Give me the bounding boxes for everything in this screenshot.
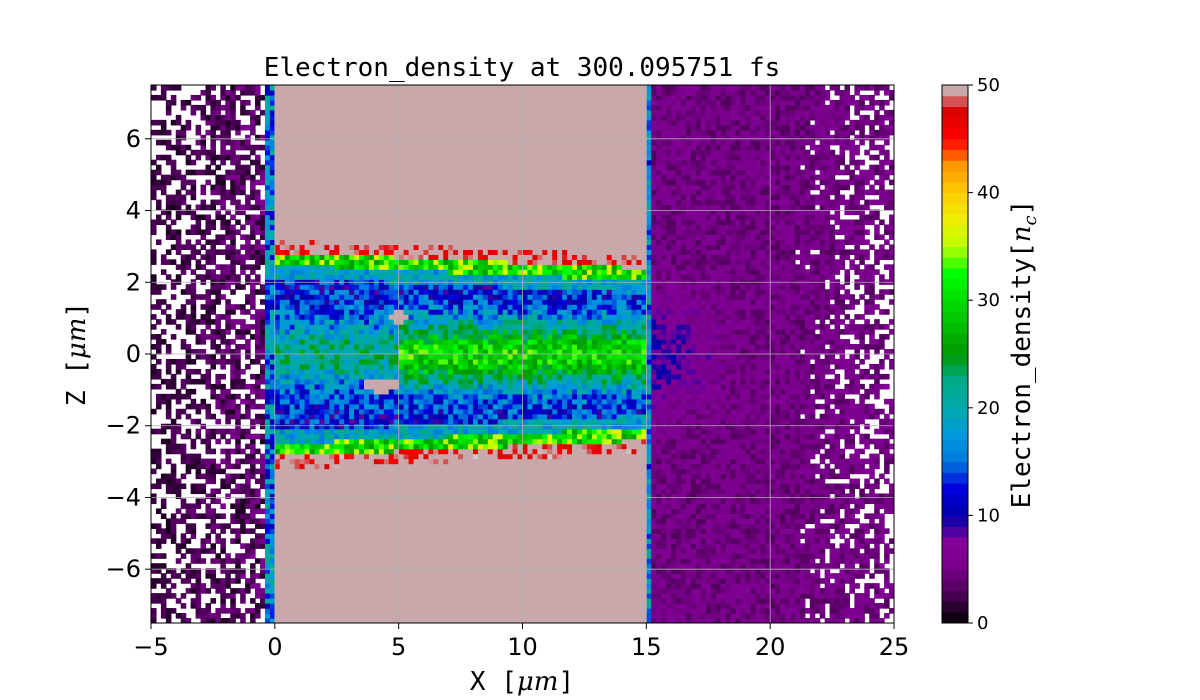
x-tick-label: 10 xyxy=(507,633,538,661)
x-tick-label: −5 xyxy=(133,633,168,661)
chart-title: Electron_density at 300.095751 fs xyxy=(264,53,781,83)
colorbar-bands xyxy=(942,85,968,624)
y-tick-label: 2 xyxy=(126,268,141,296)
x-tick-label: 25 xyxy=(879,633,910,661)
colorbar: 0 10 20 30 40 50 xyxy=(941,75,1000,634)
colorbar-tick-label: 10 xyxy=(977,505,1000,526)
y-tick-label: 0 xyxy=(126,340,141,368)
y-axis-ticks: −6 −4 −2 0 2 4 6 xyxy=(106,125,151,583)
colorbar-tick-label: 40 xyxy=(977,183,1000,204)
y-tick-label: 6 xyxy=(126,125,141,153)
colorbar-frame xyxy=(941,84,969,624)
density-heatmap xyxy=(151,85,894,623)
grid-lines xyxy=(150,85,895,623)
y-tick-label: 4 xyxy=(126,197,141,225)
colorbar-tick-label: 20 xyxy=(977,398,1000,419)
x-tick-label: 15 xyxy=(631,633,662,661)
y-axis-label: Z [μm] xyxy=(62,302,92,406)
colorbar-tick-label: 50 xyxy=(977,75,1000,96)
colorbar-ticks: 0 10 20 30 40 50 xyxy=(968,75,1000,634)
x-axis-ticks: −5 0 5 10 15 20 25 xyxy=(133,623,909,661)
colorbar-tick-label: 30 xyxy=(977,290,1000,311)
x-tick-label: 0 xyxy=(267,633,282,661)
x-axis-label: X [μm] xyxy=(470,667,574,697)
colorbar-label: Electron_density[nc] xyxy=(1007,200,1041,509)
x-tick-label: 20 xyxy=(755,633,786,661)
y-tick-label: −6 xyxy=(106,555,141,583)
y-tick-label: −4 xyxy=(106,483,141,511)
colorbar-tick-label: 0 xyxy=(977,613,988,634)
x-tick-label: 5 xyxy=(391,633,406,661)
y-tick-label: −2 xyxy=(106,412,141,440)
